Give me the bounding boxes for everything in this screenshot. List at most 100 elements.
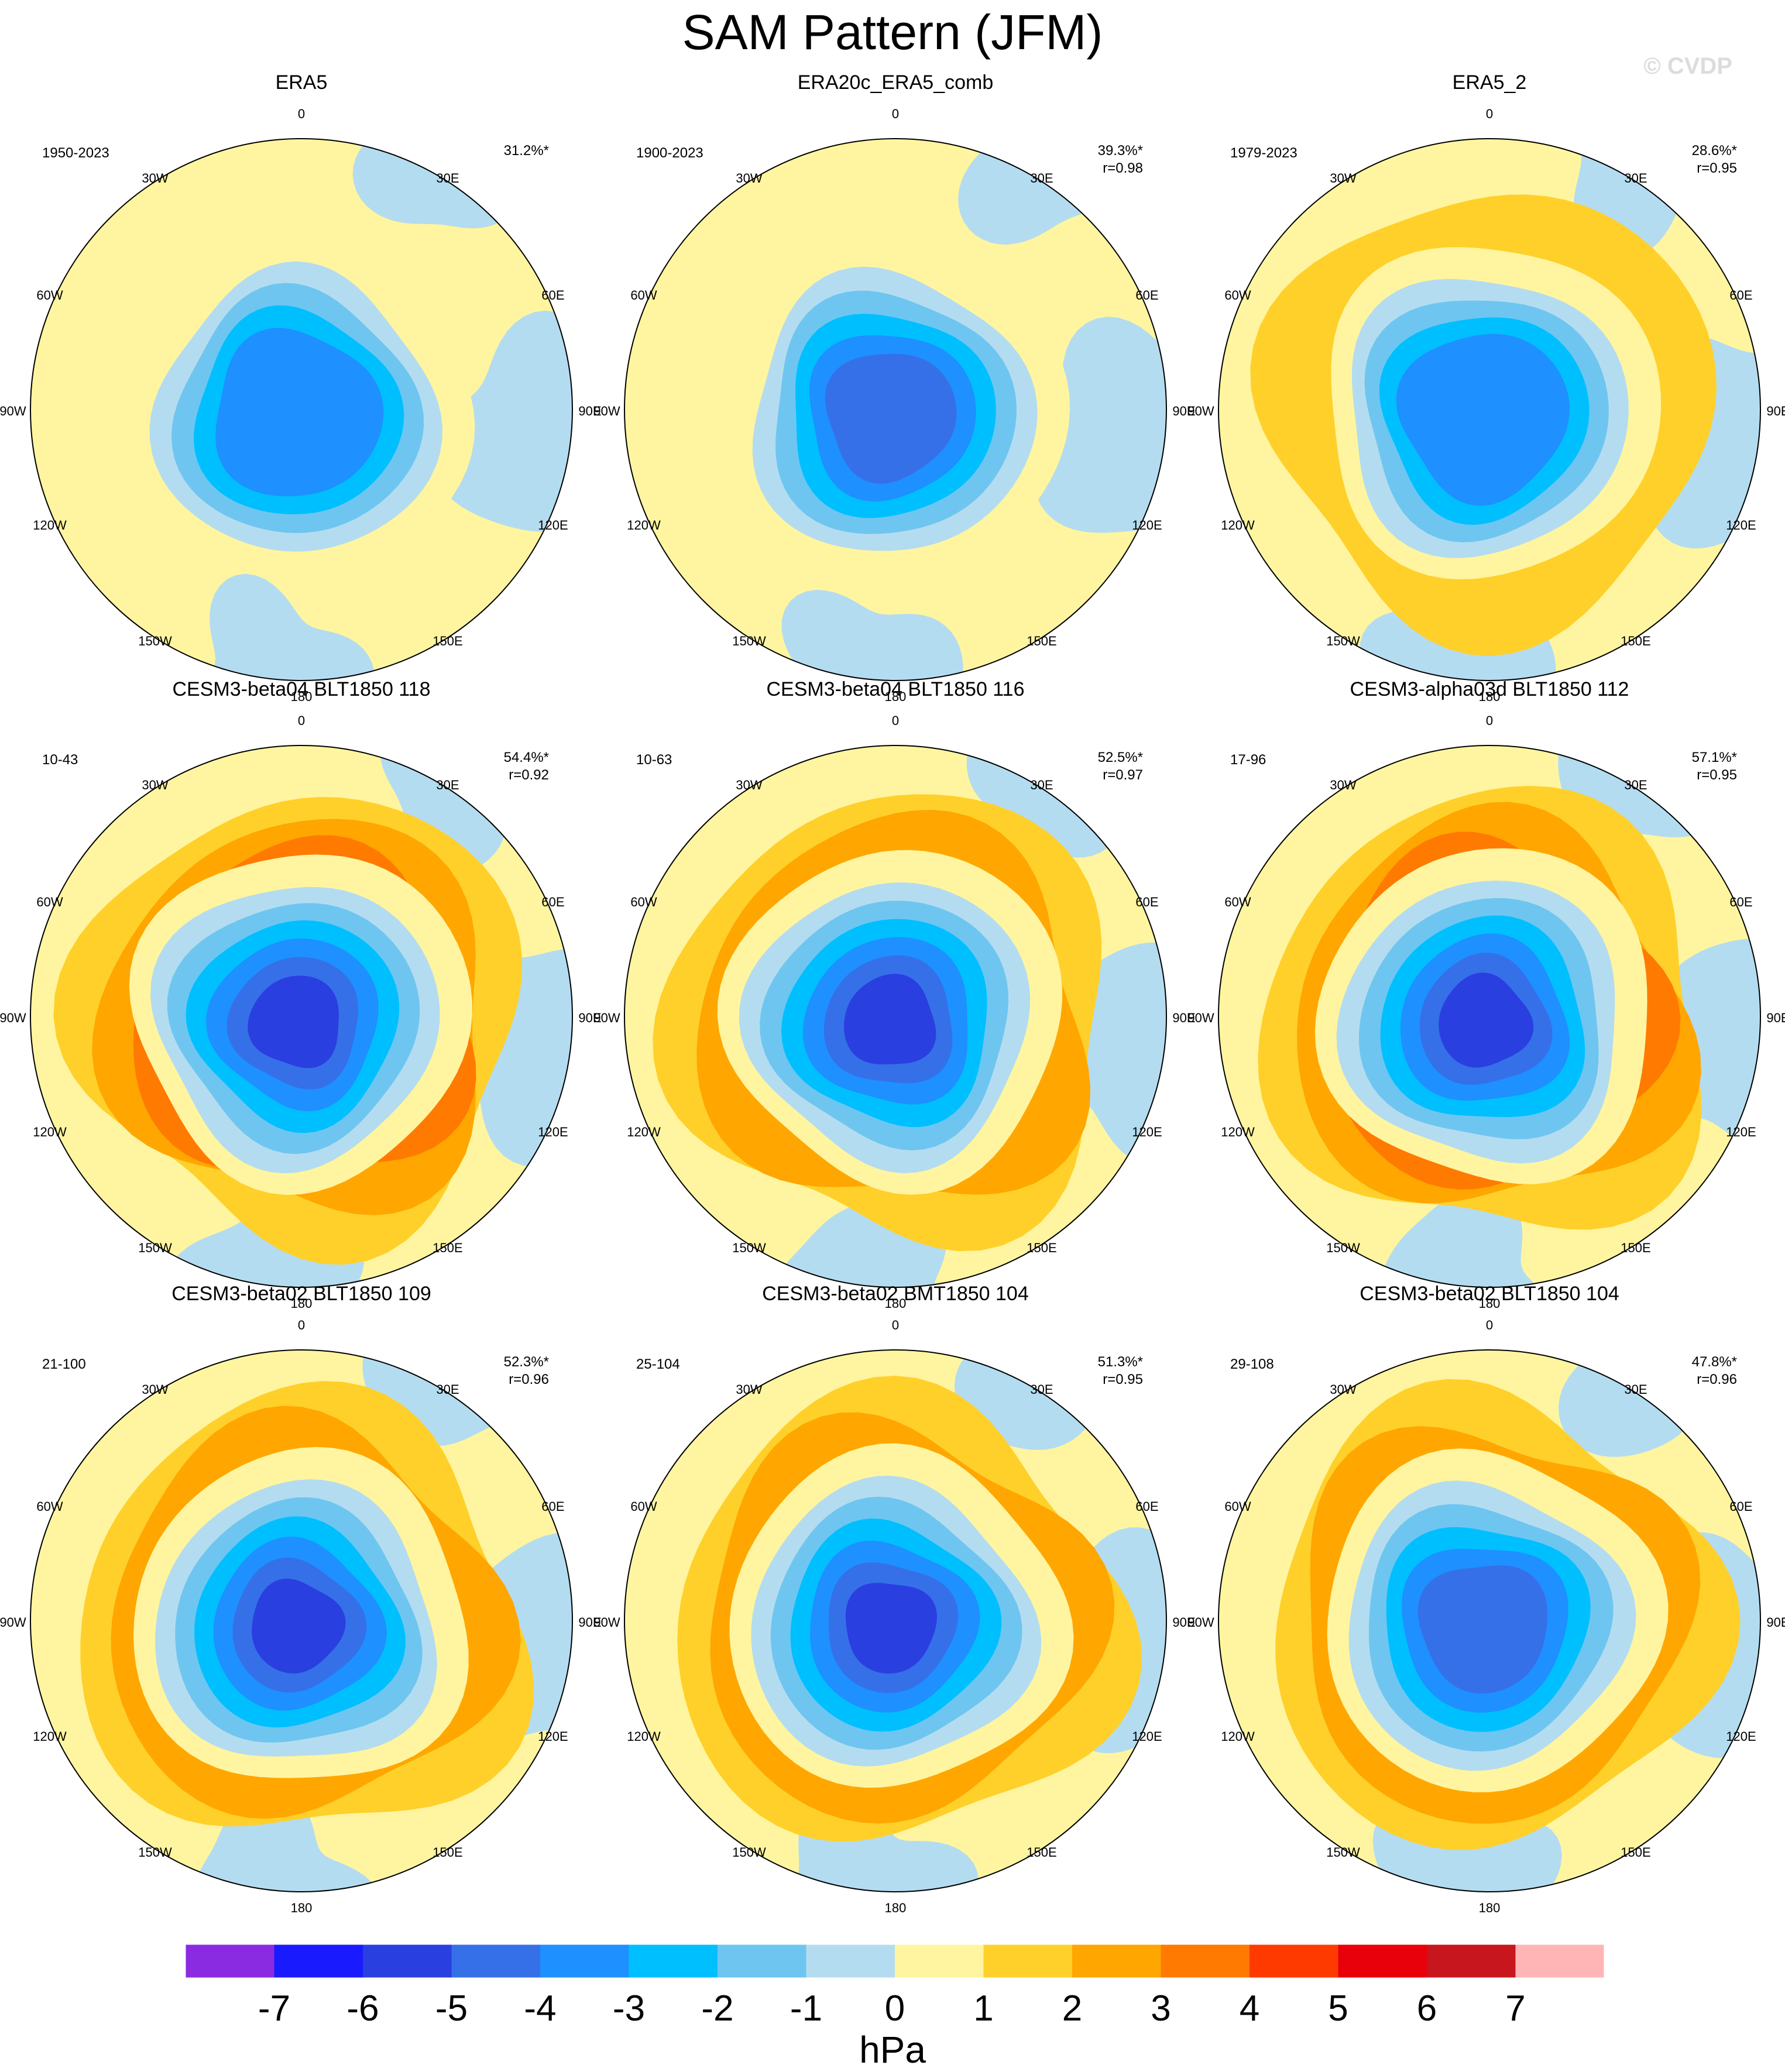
panel-variance: 39.3%* bbox=[1098, 143, 1143, 159]
panel-period: 29-108 bbox=[1230, 1356, 1274, 1372]
panel-variance: 52.5%* bbox=[1098, 750, 1143, 765]
panel-variance: 57.1%* bbox=[1692, 750, 1737, 765]
map-field bbox=[624, 1350, 1166, 1892]
panel-variance: 54.4%* bbox=[504, 750, 549, 765]
outer-negative-patch bbox=[958, 139, 1126, 245]
colorbar-segment bbox=[718, 1944, 806, 1978]
panel-title: CESM3-beta02 BLT1850 109 bbox=[171, 1283, 431, 1305]
map-panel: ERA5_2 1979-2023 28.6%*r=0.95 0 30E 60E 90E 120… bbox=[1187, 71, 1785, 704]
longitude-label: 120E bbox=[1132, 1729, 1162, 1744]
longitude-label: 30W bbox=[736, 778, 762, 792]
longitude-label: 90W bbox=[0, 404, 26, 418]
negative-anomaly-level bbox=[1396, 334, 1570, 506]
longitude-label: 150W bbox=[138, 1241, 172, 1255]
longitude-label: 180 bbox=[885, 689, 907, 704]
panel-correlation: r=0.95 bbox=[1103, 1372, 1143, 1387]
longitude-label: 30E bbox=[436, 778, 459, 792]
longitude-label: 30W bbox=[736, 171, 762, 185]
panel-variance: 47.8%* bbox=[1692, 1354, 1737, 1370]
colorbar-segment bbox=[1072, 1944, 1161, 1978]
negative-anomaly-level bbox=[215, 328, 384, 497]
longitude-label: 180 bbox=[291, 1901, 313, 1915]
negative-anomaly-level bbox=[844, 974, 936, 1064]
longitude-label: 30E bbox=[1624, 171, 1647, 185]
longitude-label: 90E bbox=[1172, 1011, 1195, 1025]
longitude-label: 90E bbox=[578, 1011, 601, 1025]
longitude-label: 150E bbox=[432, 1845, 462, 1860]
longitude-label: 150E bbox=[1621, 1845, 1650, 1860]
longitude-label: 60E bbox=[1729, 1499, 1752, 1514]
colorbar-segment bbox=[895, 1944, 984, 1978]
longitude-label: 90E bbox=[1766, 1011, 1785, 1025]
colorbar-segment bbox=[806, 1944, 895, 1978]
panel-variance: 51.3%* bbox=[1098, 1354, 1143, 1370]
longitude-label: 90W bbox=[593, 1011, 620, 1025]
panel-variance: 31.2%* bbox=[504, 143, 549, 159]
longitude-label: 150E bbox=[1027, 1241, 1056, 1255]
longitude-label: 60E bbox=[1135, 288, 1158, 303]
longitude-label: 120W bbox=[1221, 1125, 1255, 1139]
longitude-label: 150W bbox=[138, 1845, 172, 1860]
map-field bbox=[30, 745, 572, 1287]
longitude-label: 30W bbox=[142, 1382, 168, 1397]
colorbar-tick-label: 7 bbox=[1505, 1988, 1525, 2029]
longitude-label: 30E bbox=[1624, 778, 1647, 792]
longitude-label: 120E bbox=[538, 518, 568, 532]
longitude-label: 60W bbox=[630, 1499, 657, 1514]
longitude-label: 150W bbox=[138, 634, 172, 648]
colorbar-segment bbox=[363, 1944, 452, 1978]
longitude-label: 90W bbox=[593, 404, 620, 418]
negative-anomaly-level bbox=[1417, 1565, 1548, 1694]
longitude-label: 30W bbox=[142, 778, 168, 792]
longitude-label: 120E bbox=[538, 1729, 568, 1744]
outer-negative-patch bbox=[430, 310, 572, 532]
panel-title: ERA5_2 bbox=[1453, 71, 1527, 94]
panel-correlation: r=0.96 bbox=[509, 1372, 549, 1387]
longitude-label: 90W bbox=[1187, 1615, 1214, 1630]
outer-negative-patch bbox=[190, 1785, 385, 1892]
outer-negative-patch bbox=[781, 590, 963, 681]
colorbar-tick-label: -7 bbox=[258, 1988, 290, 2029]
longitude-label: 120E bbox=[1726, 1125, 1756, 1139]
panel-title: ERA5 bbox=[276, 71, 328, 94]
longitude-label: 30E bbox=[436, 1382, 459, 1397]
colorbar-segment bbox=[1338, 1944, 1427, 1978]
map-panel: ERA5 1950-2023 31.2%* 0 30E 60E 90E 120E 150E 180… bbox=[0, 71, 602, 704]
longitude-label: 0 bbox=[298, 1318, 305, 1332]
colorbar-segment bbox=[186, 1944, 274, 1978]
map-boundary bbox=[624, 138, 1167, 681]
colorbar-tick-label: 5 bbox=[1328, 1988, 1348, 2029]
panel-title: CESM3-beta02 BMT1850 104 bbox=[762, 1283, 1028, 1305]
colorbar-units: hPa bbox=[859, 2029, 926, 2071]
longitude-label: 60E bbox=[541, 288, 564, 303]
colorbar-segment bbox=[629, 1944, 718, 1978]
map-boundary bbox=[1218, 1349, 1761, 1892]
colorbar-segment bbox=[1515, 1944, 1604, 1978]
panel-grid: ERA5 1950-2023 31.2%* 0 30E 60E 90E 120E 150E 180… bbox=[0, 71, 1785, 1915]
panel-period: 10-43 bbox=[42, 752, 78, 768]
longitude-label: 90W bbox=[0, 1615, 26, 1630]
longitude-label: 90W bbox=[1187, 404, 1214, 418]
map-panel: CESM3-beta04 BLT1850 118 10-43 54.4%* r=0.9… bbox=[0, 678, 602, 1311]
longitude-label: 90E bbox=[1172, 404, 1195, 418]
longitude-label: 0 bbox=[1486, 106, 1493, 121]
outer-negative-patch bbox=[1372, 1804, 1562, 1892]
colorbar-tick-label: -6 bbox=[346, 1988, 379, 2029]
longitude-label: 60E bbox=[1729, 288, 1752, 303]
longitude-label: 150E bbox=[1621, 634, 1650, 648]
colorbar-tick-label: -3 bbox=[613, 1988, 645, 2029]
panel-correlation: r=0.96 bbox=[1697, 1372, 1737, 1387]
longitude-label: 0 bbox=[892, 106, 899, 121]
longitude-label: 120W bbox=[33, 1729, 67, 1744]
outer-negative-patch bbox=[1035, 317, 1166, 533]
colorbar-tick-label: 0 bbox=[885, 1988, 905, 2029]
longitude-label: 150W bbox=[1326, 634, 1360, 648]
longitude-label: 180 bbox=[291, 1296, 313, 1311]
longitude-label: 150E bbox=[1621, 1241, 1650, 1255]
panel-title: CESM3-alpha03d BLT1850 112 bbox=[1350, 678, 1629, 700]
colorbar-tick-label: -2 bbox=[701, 1988, 733, 2029]
colorbar-tick-label: -5 bbox=[435, 1988, 468, 2029]
map-boundary bbox=[30, 138, 573, 681]
longitude-label: 60W bbox=[36, 288, 63, 303]
panel-period: 1950-2023 bbox=[42, 145, 109, 161]
